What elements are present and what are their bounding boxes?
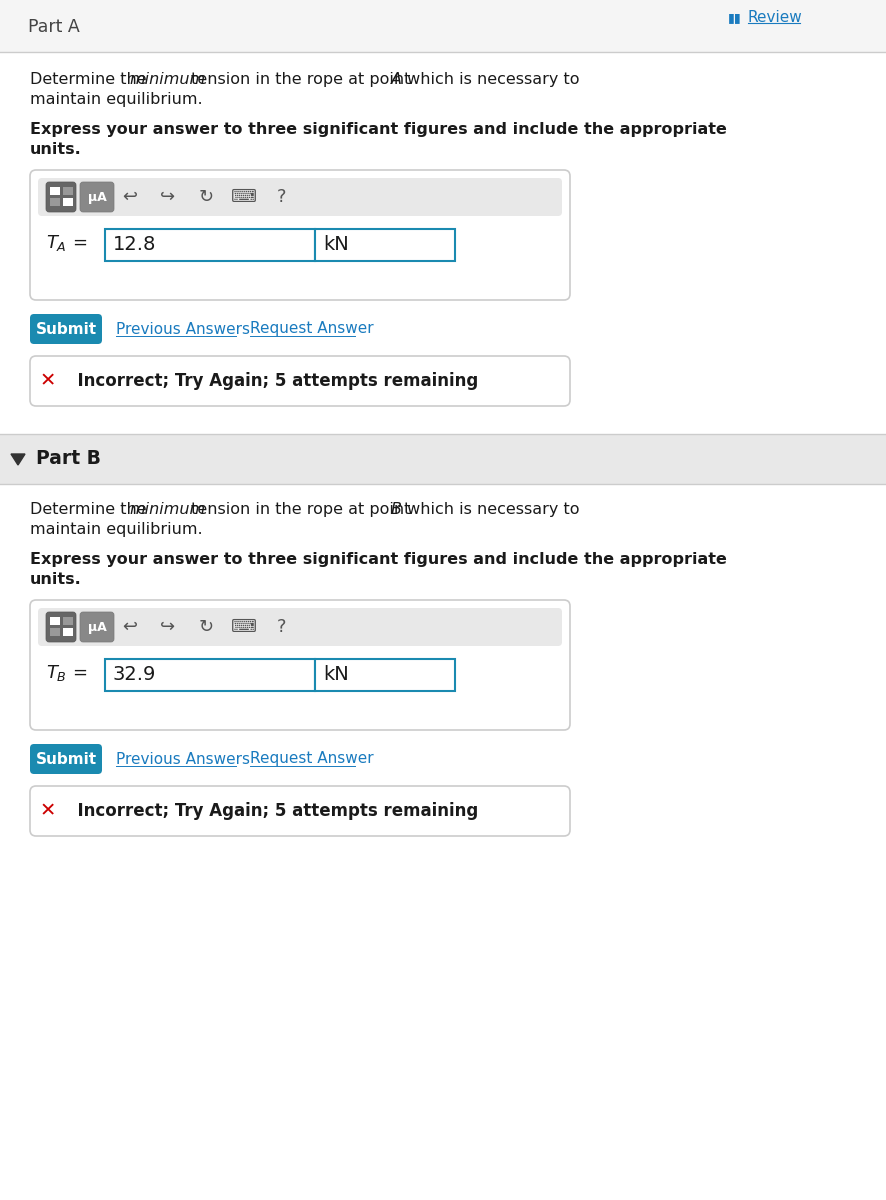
- Text: ↩: ↩: [122, 188, 137, 206]
- Text: ↪: ↪: [160, 188, 175, 206]
- FancyBboxPatch shape: [50, 198, 60, 206]
- Text: ↪: ↪: [160, 618, 175, 636]
- Text: Part A: Part A: [28, 18, 80, 36]
- FancyBboxPatch shape: [30, 786, 570, 836]
- Text: Part B: Part B: [36, 450, 101, 468]
- Text: kN: kN: [323, 666, 349, 684]
- Text: Previous Answers: Previous Answers: [116, 751, 250, 767]
- Text: Review: Review: [748, 11, 803, 25]
- Text: B: B: [391, 502, 402, 517]
- FancyBboxPatch shape: [63, 187, 73, 194]
- Text: minimum: minimum: [129, 502, 206, 517]
- Text: tension in the rope at point: tension in the rope at point: [186, 72, 416, 86]
- Text: 12.8: 12.8: [113, 235, 156, 254]
- Text: Request Answer: Request Answer: [250, 751, 374, 767]
- Text: Previous Answers: Previous Answers: [116, 322, 250, 336]
- Text: μA: μA: [88, 191, 106, 204]
- Polygon shape: [11, 454, 25, 464]
- Text: ↻: ↻: [198, 188, 214, 206]
- FancyBboxPatch shape: [46, 182, 76, 212]
- FancyBboxPatch shape: [0, 0, 886, 52]
- Text: ↻: ↻: [198, 618, 214, 636]
- FancyBboxPatch shape: [30, 170, 570, 300]
- FancyBboxPatch shape: [50, 628, 60, 636]
- Text: ▮▮: ▮▮: [728, 12, 742, 24]
- Text: Submit: Submit: [35, 322, 97, 336]
- Text: Submit: Submit: [35, 751, 97, 767]
- FancyBboxPatch shape: [30, 600, 570, 730]
- Text: tension in the rope at point: tension in the rope at point: [186, 502, 416, 517]
- Text: ✕: ✕: [40, 802, 56, 821]
- Text: Express your answer to three significant figures and include the appropriate: Express your answer to three significant…: [30, 552, 727, 566]
- FancyBboxPatch shape: [80, 612, 114, 642]
- FancyBboxPatch shape: [80, 182, 114, 212]
- FancyBboxPatch shape: [105, 229, 315, 260]
- Text: minimum: minimum: [129, 72, 206, 86]
- FancyBboxPatch shape: [105, 659, 315, 691]
- Text: $T_A\,=$: $T_A\,=$: [46, 233, 88, 253]
- FancyBboxPatch shape: [30, 356, 570, 406]
- FancyBboxPatch shape: [0, 434, 886, 484]
- FancyBboxPatch shape: [38, 608, 562, 646]
- Text: maintain equilibrium.: maintain equilibrium.: [30, 522, 203, 538]
- Text: units.: units.: [30, 572, 82, 587]
- FancyBboxPatch shape: [30, 314, 102, 344]
- Text: maintain equilibrium.: maintain equilibrium.: [30, 92, 203, 107]
- Text: Request Answer: Request Answer: [250, 322, 374, 336]
- Text: 32.9: 32.9: [113, 666, 156, 684]
- Text: Incorrect; Try Again; 5 attempts remaining: Incorrect; Try Again; 5 attempts remaini…: [66, 802, 478, 820]
- FancyBboxPatch shape: [63, 628, 73, 636]
- Text: kN: kN: [323, 235, 349, 254]
- FancyBboxPatch shape: [315, 229, 455, 260]
- Text: which is necessary to: which is necessary to: [402, 72, 579, 86]
- Text: units.: units.: [30, 142, 82, 157]
- Text: ⌨: ⌨: [231, 188, 257, 206]
- FancyBboxPatch shape: [30, 744, 102, 774]
- Text: ⌨: ⌨: [231, 618, 257, 636]
- Text: Determine the: Determine the: [30, 502, 152, 517]
- Text: ?: ?: [277, 618, 287, 636]
- Text: A: A: [391, 72, 402, 86]
- FancyBboxPatch shape: [63, 198, 73, 206]
- FancyBboxPatch shape: [315, 659, 455, 691]
- FancyBboxPatch shape: [46, 612, 76, 642]
- FancyBboxPatch shape: [50, 187, 60, 194]
- FancyBboxPatch shape: [50, 617, 60, 625]
- Text: ↩: ↩: [122, 618, 137, 636]
- Text: $T_B\,=$: $T_B\,=$: [46, 662, 88, 683]
- Text: which is necessary to: which is necessary to: [402, 502, 579, 517]
- FancyBboxPatch shape: [38, 178, 562, 216]
- Text: μA: μA: [88, 620, 106, 634]
- FancyBboxPatch shape: [63, 617, 73, 625]
- Text: Express your answer to three significant figures and include the appropriate: Express your answer to three significant…: [30, 122, 727, 137]
- Text: Determine the: Determine the: [30, 72, 152, 86]
- Text: Incorrect; Try Again; 5 attempts remaining: Incorrect; Try Again; 5 attempts remaini…: [66, 372, 478, 390]
- Text: ?: ?: [277, 188, 287, 206]
- Text: ✕: ✕: [40, 372, 56, 390]
